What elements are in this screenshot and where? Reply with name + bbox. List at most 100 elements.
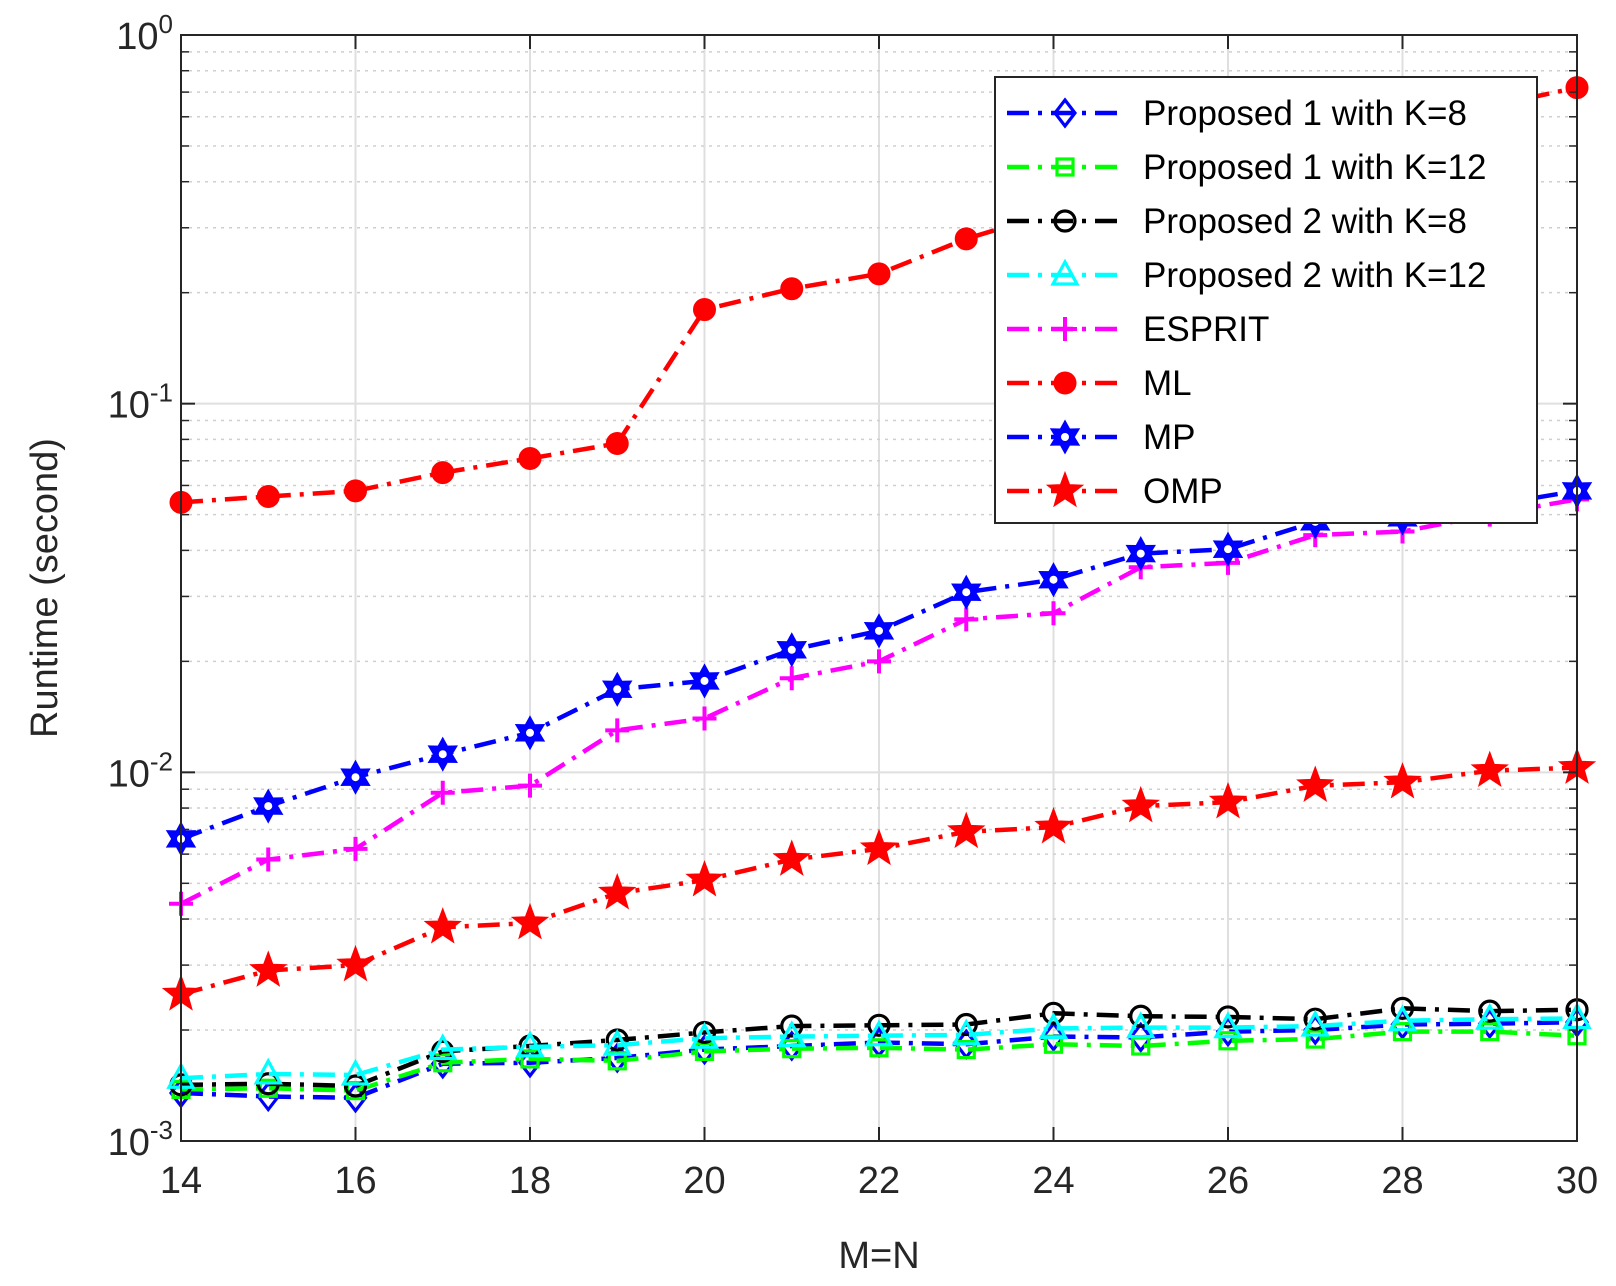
data-point-marker — [1034, 807, 1073, 844]
data-point-marker — [1392, 1022, 1413, 1042]
data-point-marker — [1300, 1009, 1330, 1037]
x-tick-label: 30 — [1556, 1160, 1598, 1202]
data-point-marker — [1213, 1011, 1243, 1039]
data-point-marker — [1041, 1020, 1066, 1053]
data-point-marker — [1129, 1004, 1153, 1028]
data-point-marker — [779, 666, 804, 691]
legend-item: ML — [1007, 364, 1192, 403]
data-point-marker — [1478, 999, 1502, 1023]
data-point-marker — [1387, 1004, 1418, 1032]
y-tick-label: 10-3 — [108, 1115, 173, 1164]
data-point-marker — [431, 461, 455, 485]
data-point-marker — [428, 1033, 458, 1061]
x-tick-label: 24 — [1032, 1160, 1074, 1202]
data-point-marker — [602, 1028, 632, 1056]
data-point-marker — [689, 1021, 720, 1049]
data-point-marker — [772, 839, 811, 876]
axis-ticks — [180, 34, 1578, 1142]
data-point-marker — [515, 1030, 545, 1058]
data-point-marker — [954, 227, 978, 251]
data-point-marker — [605, 718, 630, 743]
marker-center — [1224, 545, 1232, 554]
data-point-marker — [1041, 601, 1066, 626]
series-line — [180, 1029, 1578, 1093]
data-point-marker — [518, 773, 542, 798]
data-point-marker — [1383, 762, 1422, 799]
data-point-marker — [423, 907, 462, 944]
data-point-marker — [1053, 317, 1077, 341]
marker-center — [264, 802, 273, 811]
data-point-marker — [1038, 1012, 1069, 1040]
x-tick-label: 16 — [334, 1160, 376, 1202]
legend-item: OMP — [1007, 470, 1223, 511]
legend-item: ESPRIT — [1007, 310, 1269, 349]
data-point-marker — [951, 1018, 981, 1046]
marker-center — [526, 728, 534, 737]
x-tick-labels: 14 16 18 20 22 24 26 28 30 — [160, 1160, 1598, 1202]
data-point-marker — [869, 1038, 889, 1058]
data-point-marker — [685, 859, 724, 897]
legend-label: Proposed 2 with K=8 — [1143, 202, 1467, 241]
legend-label: ESPRIT — [1143, 310, 1269, 349]
legend-item: Proposed 1 with K=12 — [1007, 148, 1486, 187]
marker-center — [875, 626, 883, 635]
marker-center — [351, 773, 360, 782]
data-point-marker — [1053, 371, 1077, 395]
data-point-marker — [1216, 1005, 1240, 1029]
data-point-marker — [344, 479, 367, 503]
legend-label: Proposed 2 with K=12 — [1143, 256, 1486, 295]
y-tick-labels: 10-3 10-2 10-1 100 — [108, 9, 173, 1164]
series-3 — [166, 1002, 1592, 1089]
data-point-marker — [1055, 157, 1075, 177]
data-point-marker — [1045, 470, 1085, 508]
data-point-marker — [1128, 1021, 1153, 1054]
x-tick-label: 26 — [1207, 1160, 1249, 1202]
data-point-marker — [1296, 765, 1335, 803]
data-point-marker — [1126, 1011, 1156, 1039]
marker-center — [787, 645, 796, 654]
data-point-marker — [1480, 1022, 1500, 1042]
data-point-marker — [1303, 1007, 1327, 1031]
x-tick-label: 28 — [1381, 1160, 1423, 1202]
legend-item: Proposed 2 with K=12 — [1007, 256, 1486, 295]
data-point-marker — [1208, 782, 1248, 819]
data-point-marker — [954, 1012, 978, 1037]
legend-item: Proposed 1 with K=8 — [1007, 94, 1467, 133]
data-point-marker — [1121, 785, 1160, 823]
marker-center — [1136, 549, 1145, 558]
data-point-marker — [340, 1058, 371, 1086]
data-point-marker — [1470, 750, 1509, 788]
data-point-marker — [253, 1057, 283, 1085]
legend-item: Proposed 2 with K=8 — [1007, 202, 1467, 241]
data-point-marker — [336, 944, 375, 982]
legend-label: Proposed 1 with K=12 — [1143, 148, 1486, 187]
y-axis-label: Runtime (second) — [24, 438, 66, 738]
marker-center — [700, 676, 709, 685]
data-point-marker — [605, 431, 629, 455]
x-axis-label: M=N — [838, 1235, 919, 1277]
data-point-marker — [947, 811, 986, 849]
marker-center — [962, 588, 971, 597]
data-point-marker — [1052, 97, 1078, 129]
y-tick-label: 10-2 — [108, 746, 173, 795]
data-point-marker — [1053, 209, 1077, 233]
data-point-marker — [693, 298, 716, 322]
data-point-marker — [780, 1014, 804, 1038]
x-tick-label: 18 — [509, 1160, 551, 1202]
data-point-marker — [1041, 1001, 1066, 1025]
data-point-marker — [1218, 1031, 1238, 1051]
data-point-marker — [867, 1013, 891, 1037]
data-point-marker — [430, 780, 455, 805]
data-point-marker — [256, 485, 280, 509]
legend-box — [994, 76, 1538, 524]
data-point-marker — [1475, 1002, 1505, 1030]
legend-label: MP — [1143, 418, 1196, 457]
legend-item: MP — [1007, 418, 1196, 457]
data-point-marker — [782, 1039, 802, 1059]
x-tick-label: 22 — [858, 1160, 900, 1202]
data-point-marker — [343, 1074, 368, 1098]
data-point-marker — [1050, 258, 1080, 286]
data-point-marker — [859, 828, 899, 866]
data-point-marker — [520, 1049, 540, 1069]
data-point-marker — [780, 277, 804, 301]
